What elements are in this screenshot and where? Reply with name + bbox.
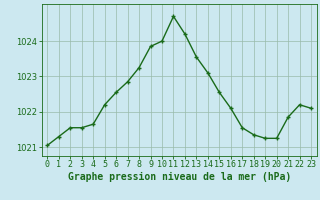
- X-axis label: Graphe pression niveau de la mer (hPa): Graphe pression niveau de la mer (hPa): [68, 172, 291, 182]
